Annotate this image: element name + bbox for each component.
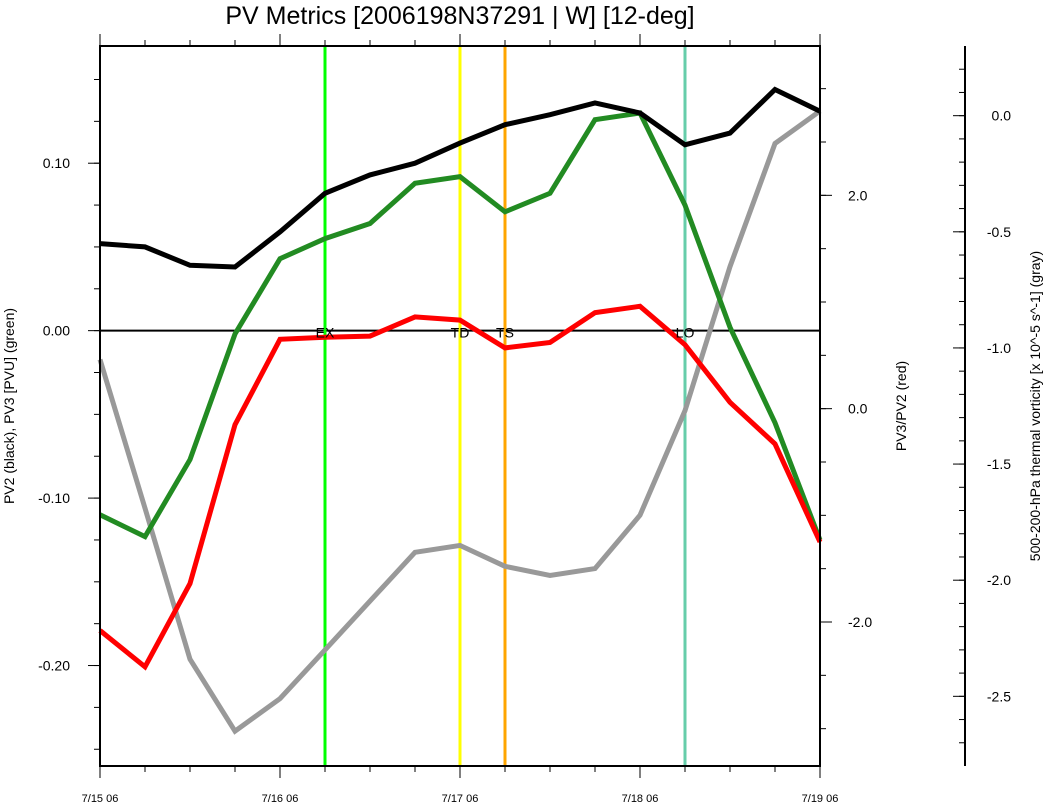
left-tick-label: -0.20 <box>38 658 70 674</box>
far-right-tick-label: -2.5 <box>987 688 1011 704</box>
series-line-left-1 <box>98 110 823 541</box>
left-tick-label: 0.00 <box>43 323 70 339</box>
x-tick-label: 7/16 06 <box>262 793 299 805</box>
far-right-axis-label: 500-200-hPa thermal vorticity [x 10^-5 s… <box>1027 251 1043 561</box>
plot-area: EX TD TS LO <box>97 46 823 766</box>
event-label-lo: LO <box>676 325 695 341</box>
right-tick-label: -2.0 <box>848 614 872 630</box>
axes: -0.20 -0.10 0.00 0.10 -2.0 0.0 2.0 -2.5 -2.0 -1.5… <box>38 34 1011 805</box>
x-tick-label: 7/15 06 <box>82 793 119 805</box>
x-tick-label: 7/18 06 <box>622 793 659 805</box>
right-tick-label: 0.0 <box>848 401 868 417</box>
far-right-tick-label: -1.5 <box>987 456 1011 472</box>
event-label-ex: EX <box>316 325 335 341</box>
left-tick-label: -0.10 <box>38 490 70 506</box>
event-label-ts: TS <box>496 325 514 341</box>
far-right-tick-label: 0.0 <box>992 108 1012 124</box>
left-axis-label: PV2 (black), PV3 [PVU] (green) <box>1 308 17 504</box>
series-line-left-0 <box>99 86 822 270</box>
left-tick-label: 0.10 <box>43 155 70 171</box>
far-right-tick-label: -1.0 <box>987 340 1011 356</box>
event-label-td: TD <box>451 325 470 341</box>
chart-title: PV Metrics [2006198N37291 | W] [12-deg] <box>225 2 694 30</box>
x-tick-label: 7/17 06 <box>442 793 479 805</box>
series-line-right-2 <box>98 303 823 671</box>
far-right-tick-label: -0.5 <box>987 224 1011 240</box>
far-right-tick-label: -2.0 <box>987 572 1011 588</box>
right-tick-label: 2.0 <box>848 187 868 203</box>
right-axis-label: PV3/PV2 (red) <box>893 361 909 451</box>
x-tick-label: 7/19 06 <box>802 793 839 805</box>
